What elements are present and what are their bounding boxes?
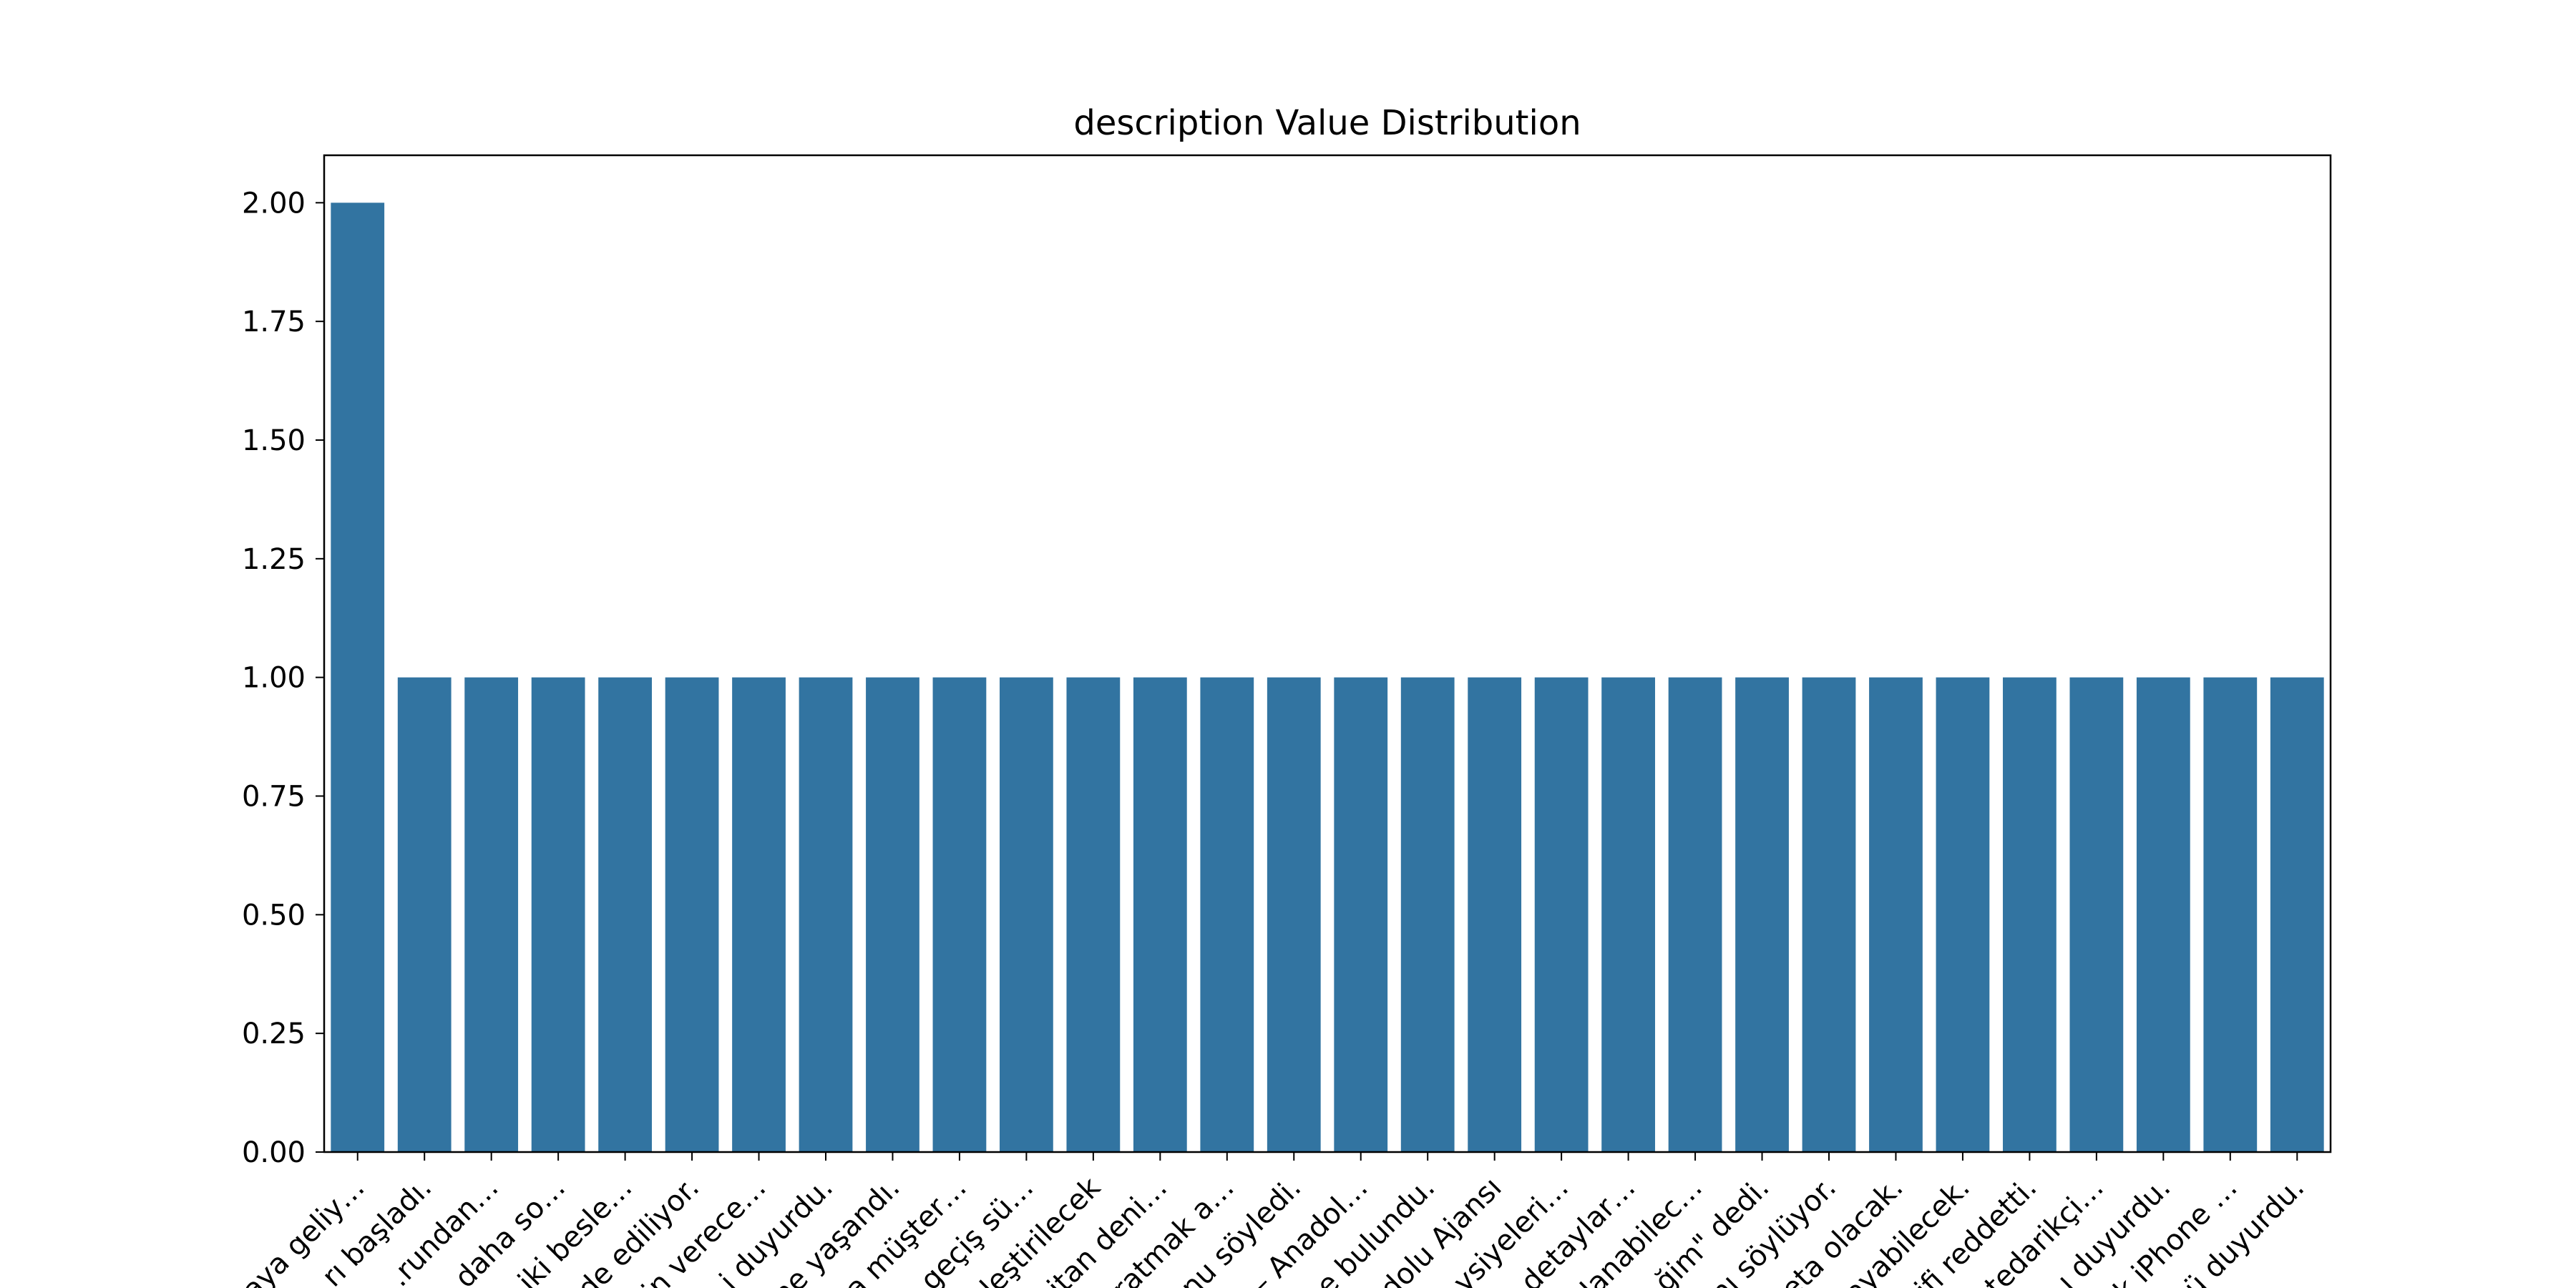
bar-6 [665,677,719,1152]
y-tick-label-4: 1.00 [242,662,306,695]
bar-16 [1334,677,1388,1152]
bars-group [331,203,2324,1152]
y-axis: 0.00 0.25 0.50 0.75 1.00 1.25 1.50 1.75 2.00 [242,187,324,1169]
bar-29 [2203,677,2258,1152]
bar-1 [331,203,385,1152]
bar-21 [1668,677,1722,1152]
plot-frame [323,154,2332,1153]
bar-22 [1735,677,1789,1152]
bar-9 [866,677,919,1152]
bar-3 [464,677,519,1152]
bar-13 [1133,677,1187,1152]
bar-28 [2136,677,2190,1152]
bar-15 [1267,677,1321,1152]
bar-20 [1601,677,1655,1152]
y-tick-label-7: 1.75 [242,306,306,338]
y-tick-label-6: 1.50 [242,424,306,457]
bar-10 [932,677,987,1152]
y-tick-label-3: 0.75 [242,781,306,814]
x-axis: …aya geliy……rı başladı.…rundan……daha so…… [216,1152,2311,1288]
bar-4 [531,677,585,1152]
bar-24 [1869,677,1923,1152]
bar-26 [2003,677,2057,1152]
bar-8 [799,677,853,1152]
bar-30 [2270,677,2324,1152]
chart-title: description Value Distribution [1073,103,1581,143]
y-tick-label-8: 2.00 [242,187,306,220]
bar-7 [732,677,786,1152]
bar-27 [2069,677,2124,1152]
bar-25 [1936,677,1990,1152]
bar-11 [1000,677,1053,1152]
y-tick-label-1: 0.25 [242,1018,306,1050]
y-tick-label-0: 0.00 [242,1136,306,1169]
bar-17 [1400,677,1455,1152]
bar-23 [1802,677,1856,1152]
y-tick-label-2: 0.50 [242,899,306,932]
bar-5 [598,677,652,1152]
bar-12 [1066,677,1121,1152]
bar-2 [397,677,452,1152]
bar-14 [1200,677,1254,1152]
bar-19 [1534,677,1589,1152]
bar-18 [1468,677,1522,1152]
y-tick-label-5: 1.25 [242,543,306,576]
